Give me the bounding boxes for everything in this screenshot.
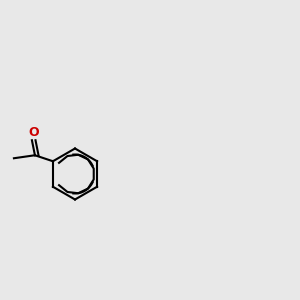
Text: O: O — [28, 126, 39, 139]
